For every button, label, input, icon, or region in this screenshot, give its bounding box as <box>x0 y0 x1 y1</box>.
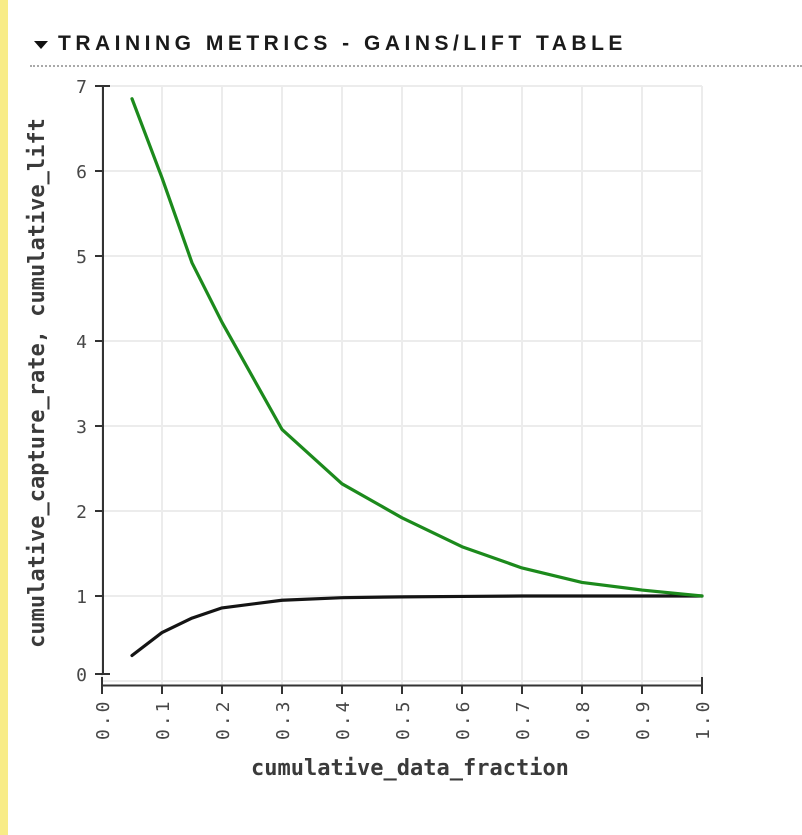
y-tick-label: 0 <box>76 665 90 686</box>
x-tick-label: 1.0 <box>693 698 714 740</box>
x-tick-label: 0.7 <box>513 698 534 740</box>
x-tick-label: 0.0 <box>93 698 114 740</box>
x-tick-label: 0.4 <box>333 698 354 740</box>
section-title: TRAINING METRICS - GAINS/LIFT TABLE <box>58 32 627 55</box>
gains-lift-chart: 0 1 2 3 4 5 6 7 0.0 0.1 0.2 0.3 0.4 0.5 0.6 0.7 0.8 0.9 1.… <box>0 73 802 835</box>
y-tick-label: 3 <box>76 417 90 438</box>
cell-accent-strip <box>0 0 8 835</box>
x-tick-label: 0.2 <box>213 698 234 740</box>
gains-lift-chart-svg: 0 1 2 3 4 5 6 7 0.0 0.1 0.2 0.3 0.4 0.5 0.6 0.7 0.8 0.9 1.… <box>25 77 714 781</box>
y-axis-line <box>102 85 110 675</box>
x-tick-label: 0.8 <box>573 698 594 740</box>
series-line-cumulative_capture_rate <box>130 594 704 658</box>
collapse-arrow-icon <box>34 41 48 49</box>
x-tick-label: 0.1 <box>153 698 174 740</box>
series-line-cumulative_lift <box>130 97 704 598</box>
y-tick-label: 5 <box>76 247 90 268</box>
x-tick-label: 0.9 <box>633 698 654 740</box>
x-tick-label: 0.5 <box>393 698 414 740</box>
y-axis-label: cumulative_capture_rate, cumulative_lift <box>25 118 50 648</box>
x-axis-line <box>101 677 703 687</box>
y-tick-label: 1 <box>76 587 90 608</box>
y-tick-label: 7 <box>76 77 90 98</box>
y-tick-label: 4 <box>76 332 90 353</box>
x-axis-label: cumulative_data_fraction <box>251 756 569 781</box>
y-tick-label: 6 <box>76 162 90 183</box>
y-tick-label: 2 <box>76 502 90 523</box>
section-header[interactable]: TRAINING METRICS - GAINS/LIFT TABLE <box>30 32 802 67</box>
x-tick-label: 0.3 <box>273 698 294 740</box>
x-tick-label: 0.6 <box>453 698 474 740</box>
